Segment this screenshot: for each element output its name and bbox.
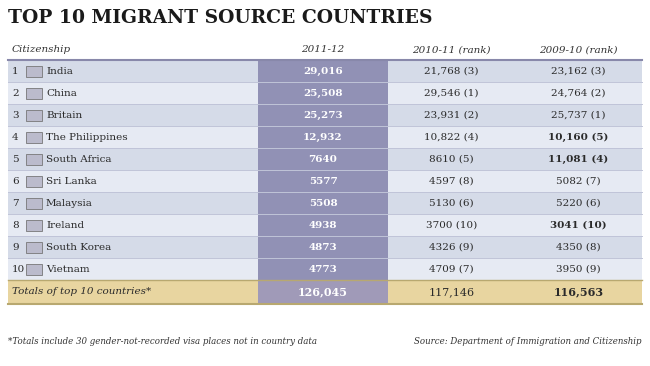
Text: 2: 2 [12, 89, 19, 97]
Text: 1: 1 [12, 67, 19, 75]
Text: 10: 10 [12, 265, 25, 273]
Text: 8610 (5): 8610 (5) [429, 154, 474, 164]
Text: South Korea: South Korea [46, 243, 111, 251]
Text: 5577: 5577 [309, 176, 337, 186]
Text: 3: 3 [12, 111, 19, 120]
Bar [8, 192, 642, 214]
Text: 3041 (10): 3041 (10) [550, 220, 607, 229]
Text: India: India [46, 67, 73, 75]
Text: 4597 (8): 4597 (8) [429, 176, 474, 186]
Text: 2010-11 (rank): 2010-11 (rank) [412, 45, 491, 55]
Text: 5: 5 [12, 154, 19, 164]
Text: 5220 (6): 5220 (6) [556, 198, 601, 208]
Bar [258, 126, 388, 148]
Text: 25,737 (1): 25,737 (1) [551, 111, 606, 120]
Bar [26, 66, 42, 76]
Bar [8, 148, 642, 170]
Bar [26, 87, 42, 98]
Text: Totals of top 10 countries*: Totals of top 10 countries* [12, 288, 151, 296]
Bar [258, 258, 388, 280]
Text: 23,162 (3): 23,162 (3) [551, 67, 606, 75]
Bar [26, 153, 42, 164]
Bar [8, 214, 642, 236]
Text: The Philippines: The Philippines [46, 132, 127, 142]
Text: 3700 (10): 3700 (10) [426, 220, 477, 229]
Text: 25,508: 25,508 [304, 89, 343, 97]
Text: Ireland: Ireland [46, 220, 84, 229]
Text: 2009-10 (rank): 2009-10 (rank) [540, 45, 618, 55]
Text: 24,764 (2): 24,764 (2) [551, 89, 606, 97]
Text: 3950 (9): 3950 (9) [556, 265, 601, 273]
Bar [26, 220, 42, 231]
Text: 29,016: 29,016 [303, 67, 343, 75]
Text: Citizenship: Citizenship [12, 45, 71, 55]
Bar [258, 236, 388, 258]
Bar [26, 109, 42, 120]
Bar [8, 104, 642, 126]
Bar [26, 131, 42, 142]
Text: 7640: 7640 [309, 154, 337, 164]
Text: 2011-12: 2011-12 [302, 45, 344, 55]
Text: 5082 (7): 5082 (7) [556, 176, 601, 186]
Text: 9: 9 [12, 243, 19, 251]
Text: TOP 10 MIGRANT SOURCE COUNTRIES: TOP 10 MIGRANT SOURCE COUNTRIES [8, 9, 432, 27]
Text: 23,931 (2): 23,931 (2) [424, 111, 479, 120]
Text: 4873: 4873 [309, 243, 337, 251]
Bar [26, 264, 42, 274]
Bar [8, 82, 642, 104]
Bar [26, 198, 42, 209]
Text: 12,932: 12,932 [303, 132, 343, 142]
Text: 4350 (8): 4350 (8) [556, 243, 601, 251]
Text: 7: 7 [12, 198, 19, 208]
Text: *Totals include 30 gender-not-recorded visa places not in country data: *Totals include 30 gender-not-recorded v… [8, 337, 317, 347]
Text: 116,563: 116,563 [553, 287, 604, 298]
Bar [8, 280, 642, 304]
Text: Britain: Britain [46, 111, 83, 120]
Text: 117,146: 117,146 [428, 287, 474, 297]
Text: 8: 8 [12, 220, 19, 229]
Text: 29,546 (1): 29,546 (1) [424, 89, 479, 97]
Text: Sri Lanka: Sri Lanka [46, 176, 97, 186]
Text: 4326 (9): 4326 (9) [429, 243, 474, 251]
Bar [258, 148, 388, 170]
Text: 11,081 (4): 11,081 (4) [549, 154, 608, 164]
Bar [258, 82, 388, 104]
Text: 10,822 (4): 10,822 (4) [424, 132, 479, 142]
Text: 10,160 (5): 10,160 (5) [549, 132, 608, 142]
Text: 4709 (7): 4709 (7) [429, 265, 474, 273]
Text: 5508: 5508 [309, 198, 337, 208]
Bar [8, 60, 642, 82]
Text: 126,045: 126,045 [298, 287, 348, 298]
Text: Vietnam: Vietnam [46, 265, 90, 273]
Bar [258, 192, 388, 214]
Text: South Africa: South Africa [46, 154, 112, 164]
Bar [258, 60, 388, 82]
Bar [258, 104, 388, 126]
Text: 6: 6 [12, 176, 19, 186]
Bar [258, 280, 388, 304]
Bar [8, 258, 642, 280]
Bar [26, 242, 42, 253]
Bar [258, 170, 388, 192]
Bar [258, 214, 388, 236]
Text: 4773: 4773 [309, 265, 337, 273]
Text: 5130 (6): 5130 (6) [429, 198, 474, 208]
Text: 4938: 4938 [309, 220, 337, 229]
Bar [8, 170, 642, 192]
Bar [26, 176, 42, 187]
Bar [8, 126, 642, 148]
Text: 21,768 (3): 21,768 (3) [424, 67, 479, 75]
Bar [8, 236, 642, 258]
Text: 4: 4 [12, 132, 19, 142]
Text: Source: Department of Immigration and Citizenship: Source: Department of Immigration and Ci… [415, 337, 642, 347]
Text: Malaysia: Malaysia [46, 198, 93, 208]
Text: China: China [46, 89, 77, 97]
Text: 25,273: 25,273 [303, 111, 343, 120]
